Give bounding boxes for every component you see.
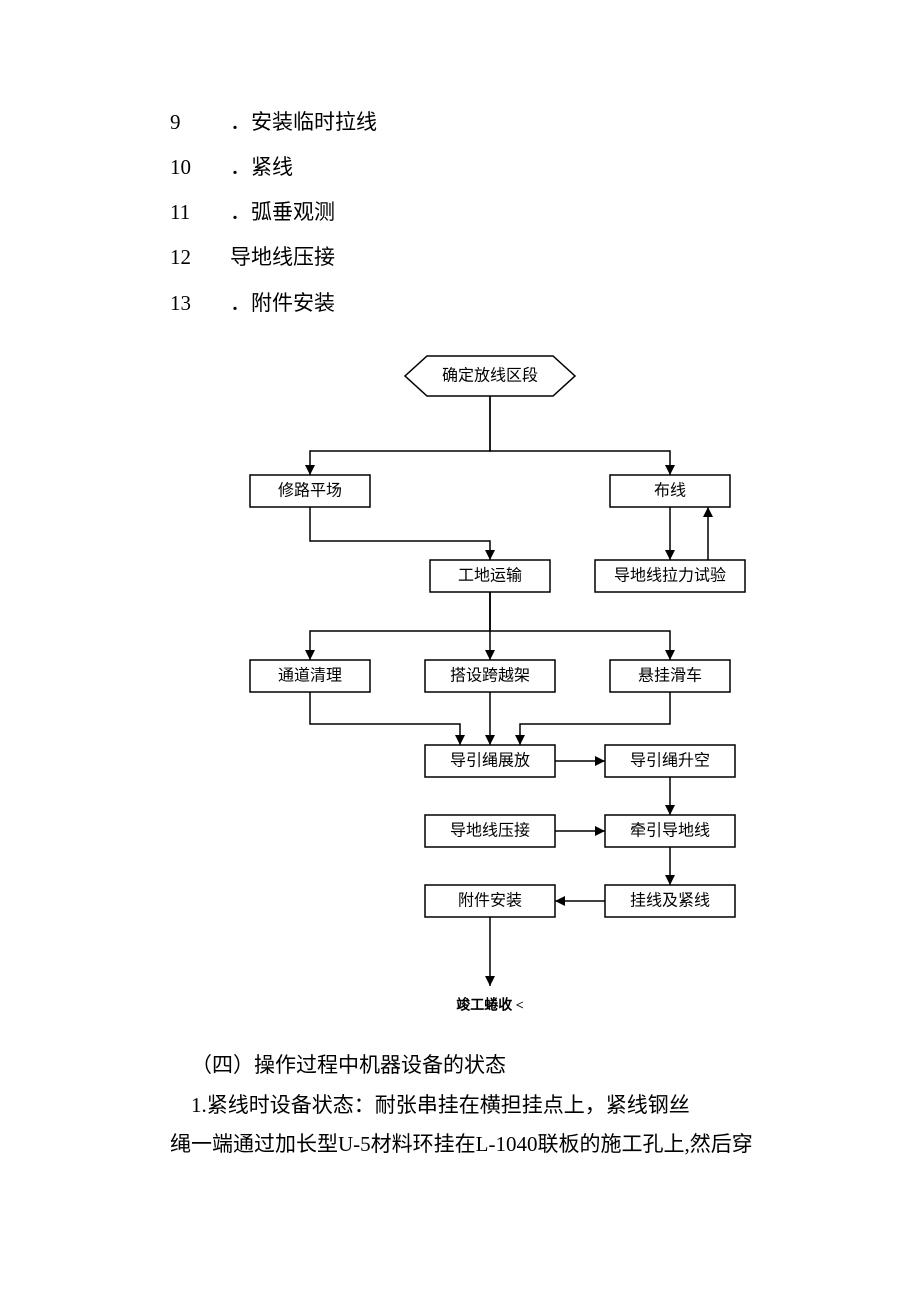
flow-node-label: 确定放线区段: [442, 366, 538, 384]
flow-node-n_rope: 导引绳展放: [425, 745, 555, 777]
list-number: 12: [170, 235, 230, 280]
list-text: 导地线压接: [230, 235, 790, 280]
flow-node-n_lift: 导引绳升空: [605, 745, 735, 777]
flow-node-label: 布线: [654, 481, 686, 499]
list-text: ．紧线: [230, 145, 790, 190]
flow-node-label: 导地线拉力试验: [614, 566, 726, 584]
flow-edge: [310, 507, 490, 560]
list-item: 13 ．附件安装: [170, 281, 790, 326]
list-text: ．弧垂观测: [230, 190, 790, 235]
flow-node-n_attach: 附件安装: [425, 885, 555, 917]
flow-node-n_press: 导地线压接: [425, 815, 555, 847]
flow-edge: [310, 692, 460, 745]
flow-node-n_trans: 工地运输: [430, 560, 550, 592]
flow-node-label: 导地线压接: [450, 821, 530, 839]
flow-node-label: 悬挂滑车: [638, 666, 702, 684]
document-page: 9 ．安装临时拉线 10 ．紧线 11 ．弧垂观测 12 导地线压接 13 ．附…: [0, 0, 920, 1205]
flow-edge: [490, 396, 670, 475]
list-number: 10: [170, 145, 230, 190]
flow-node-label: 修路平场: [278, 481, 342, 499]
flowchart: 确定放线区段修路平场 布线工地运输 导地线拉力试验通道清理 搭设跨越架 悬挂滑车导引绳展…: [180, 346, 800, 1036]
flow-node-n_pulley: 悬挂滑车: [610, 660, 730, 692]
flow-node-n_test: 导地线拉力试验: [595, 560, 745, 592]
flow-node-label: 导引绳升空: [630, 751, 710, 769]
flow-node-n_span: 搭设跨越架: [425, 660, 555, 692]
flow-node-n_bux: 布线: [610, 475, 730, 507]
list-text: ．安装临时拉线: [230, 100, 790, 145]
list-number: 11: [170, 190, 230, 235]
list-item: 11 ．弧垂观测: [170, 190, 790, 235]
section-line: 绳一端通过加长型U-5材料环挂在L-1040联板的施工孔上,然后穿: [170, 1125, 790, 1165]
flow-node-n_pull: 牵引导地线: [605, 815, 735, 847]
flow-node-label: 通道清理: [278, 666, 342, 684]
flow-node-label: 工地运输: [458, 566, 522, 584]
flow-node-start: 确定放线区段: [405, 356, 575, 396]
flow-node-n_final: 竣工蜷收 <: [456, 996, 523, 1013]
flow-node-label: 搭设跨越架: [450, 666, 530, 684]
flow-edge: [310, 396, 490, 475]
flow-edge: [520, 692, 670, 745]
section-line: 1.紧线时设备状态：耐张串挂在横担挂点上，紧线钢丝: [170, 1086, 790, 1126]
flow-node-n_road: 修路平场: [250, 475, 370, 507]
list-number: 13: [170, 281, 230, 326]
numbered-list: 9 ．安装临时拉线 10 ．紧线 11 ．弧垂观测 12 导地线压接 13 ．附…: [170, 100, 790, 326]
flow-node-n_tight: 挂线及紧线: [605, 885, 735, 917]
flow-node-label: 导引绳展放: [450, 751, 530, 769]
section-heading: （四）操作过程中机器设备的状态: [170, 1046, 790, 1086]
list-item: 12 导地线压接: [170, 235, 790, 280]
list-item: 10 ．紧线: [170, 145, 790, 190]
flow-node-label: 挂线及紧线: [630, 891, 710, 909]
section-text: （四）操作过程中机器设备的状态 1.紧线时设备状态：耐张串挂在横担挂点上，紧线钢…: [170, 1046, 790, 1166]
flow-edge: [490, 592, 670, 660]
flow-node-label: 牵引导地线: [630, 821, 710, 839]
list-number: 9: [170, 100, 230, 145]
list-item: 9 ．安装临时拉线: [170, 100, 790, 145]
flowchart-svg: 确定放线区段修路平场 布线工地运输 导地线拉力试验通道清理 搭设跨越架 悬挂滑车导引绳展…: [180, 346, 800, 1031]
flow-node-label: 附件安装: [458, 891, 522, 909]
flow-edge: [310, 592, 490, 660]
list-text: ．附件安装: [230, 281, 790, 326]
flow-node-label: 竣工蜷收 <: [456, 996, 523, 1013]
flow-node-n_clear: 通道清理: [250, 660, 370, 692]
